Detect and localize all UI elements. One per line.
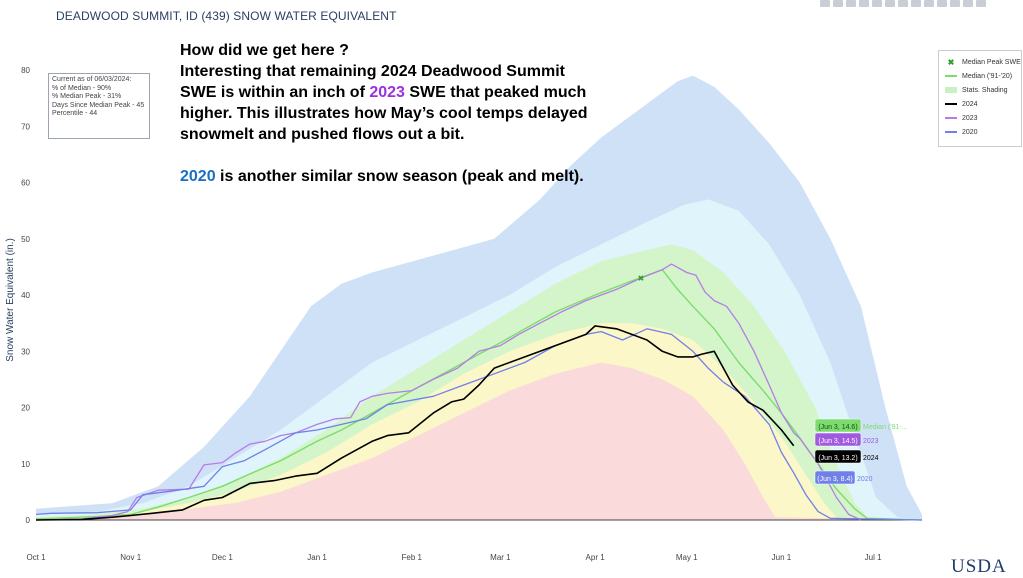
end-label-value: (Jun 3, 14.5) bbox=[818, 438, 857, 445]
year-2020-highlight: 2020 bbox=[180, 168, 216, 185]
median-peak-marker-layer: ✖ bbox=[638, 274, 645, 283]
axes: 0 10 20 30 40 50 60 70 80 Oct 1 Nov 1 Dec 1 Jan 1 Feb… bbox=[21, 66, 922, 562]
line-swatch-icon bbox=[945, 131, 957, 133]
series-line-2020 bbox=[35, 328, 923, 521]
box-select-icon[interactable] bbox=[859, 0, 869, 7]
annotation-fragment: SWE that peaked much bbox=[404, 84, 587, 101]
x-tick-label: Nov 1 bbox=[120, 553, 141, 562]
chart-toolbar bbox=[820, 0, 1020, 9]
x-tick-label: Jun 1 bbox=[772, 553, 792, 562]
line-swatch-icon bbox=[945, 117, 957, 119]
legend-label: Median ('91-'20) bbox=[962, 72, 1013, 80]
end-labels: (Jun 3, 14.6) Median ('91-... (Jun 3, 14.5… bbox=[814, 418, 908, 485]
annotation-fragment: is another similar snow season (peak and… bbox=[215, 168, 584, 185]
zoom-in-icon[interactable] bbox=[885, 0, 895, 7]
y-tick-label: 80 bbox=[21, 66, 30, 75]
x-tick-label: May 1 bbox=[676, 553, 698, 562]
legend-label: 2024 bbox=[962, 100, 978, 108]
end-label-box bbox=[814, 470, 856, 485]
annotation-text: How did we get here ? Interesting that r… bbox=[180, 40, 700, 187]
annotation-spacer bbox=[180, 145, 700, 166]
camera-icon[interactable] bbox=[820, 0, 830, 7]
legend-item-2020[interactable]: 2020 bbox=[945, 127, 978, 137]
reset-axes-icon[interactable] bbox=[924, 0, 934, 7]
end-label-box bbox=[814, 432, 862, 447]
legend-item-median-peak[interactable]: ✖ Median Peak SWE bbox=[945, 57, 1021, 67]
spike-lines-icon[interactable] bbox=[937, 0, 947, 7]
legend-label: Median Peak SWE bbox=[962, 58, 1021, 66]
annotation-line: Interesting that remaining 2024 Deadwood… bbox=[180, 63, 565, 80]
current-stats-box: Current as of 06/03/2024: % of Median - … bbox=[48, 73, 150, 139]
end-label-value: (Jun 3, 14.6) bbox=[818, 424, 857, 431]
x-tick-label: Jan 1 bbox=[307, 553, 327, 562]
series-lines bbox=[35, 263, 923, 521]
y-tick-label: 30 bbox=[21, 347, 30, 356]
line-swatch-icon bbox=[945, 75, 957, 77]
zoom-out-icon[interactable] bbox=[898, 0, 908, 7]
y-tick-label: 10 bbox=[21, 460, 30, 469]
x-tick-label: Feb 1 bbox=[402, 553, 423, 562]
annotation-line: 2020 is another similar snow season (pea… bbox=[180, 166, 700, 187]
series-line-2023 bbox=[35, 263, 862, 521]
percentile-bands bbox=[36, 75, 922, 520]
legend: ✖ Median Peak SWE Median ('91-'20) Stats… bbox=[938, 50, 1022, 147]
y-tick-label: 60 bbox=[21, 179, 30, 188]
legend-label: 2020 bbox=[962, 128, 978, 136]
chart-title: DEADWOOD SUMMIT, ID (439) SNOW WATER EQU… bbox=[56, 9, 397, 23]
autoscale-icon[interactable] bbox=[911, 0, 921, 7]
end-label-value: (Jun 3, 8.4) bbox=[817, 476, 852, 483]
y-tick-label: 40 bbox=[21, 291, 30, 300]
stats-line: Percentile - 44 bbox=[52, 110, 98, 118]
stats-line: Days Since Median Peak - 45 bbox=[52, 101, 145, 109]
end-label-box bbox=[814, 418, 862, 433]
lasso-icon[interactable] bbox=[872, 0, 882, 7]
end-label-series: 2024 bbox=[863, 455, 879, 462]
legend-item-2024[interactable]: 2024 bbox=[945, 99, 978, 109]
legend-label: 2023 bbox=[962, 114, 978, 122]
y-tick-label: 20 bbox=[21, 404, 30, 413]
stats-line: Current as of 06/03/2024: bbox=[52, 76, 132, 83]
y-tick-label: 70 bbox=[21, 122, 30, 131]
median-peak-marker-icon: ✖ bbox=[947, 57, 955, 67]
series-line-2024 bbox=[35, 325, 795, 521]
legend-label: Stats. Shading bbox=[962, 86, 1008, 94]
x-tick-label: Dec 1 bbox=[212, 553, 233, 562]
line-swatch-icon bbox=[945, 103, 957, 105]
plotly-logo-icon[interactable] bbox=[976, 0, 986, 7]
end-label-series: Median ('91-... bbox=[863, 424, 908, 431]
zoom-icon[interactable] bbox=[833, 0, 843, 7]
annotation-line: SWE is within an inch of 2023 SWE that p… bbox=[180, 82, 700, 103]
series-line-median-91-20- bbox=[35, 269, 923, 521]
x-tick-label: Jul 1 bbox=[865, 553, 882, 562]
y-axis-label: Snow Water Equivalent (in.) bbox=[5, 238, 16, 362]
pan-icon[interactable] bbox=[846, 0, 856, 7]
y-tick-label: 50 bbox=[21, 235, 30, 244]
end-label-box bbox=[814, 449, 862, 464]
x-tick-label: Mar 1 bbox=[490, 553, 511, 562]
stats-line: % Median Peak - 31% bbox=[52, 93, 122, 101]
usda-logo: USDA bbox=[951, 556, 1007, 577]
annotation-line: How did we get here ? bbox=[180, 42, 349, 59]
end-label-series: 2020 bbox=[857, 476, 873, 483]
band-swatch-icon bbox=[945, 87, 957, 93]
median-peak-marker: ✖ bbox=[638, 274, 645, 283]
hover-closest-icon[interactable] bbox=[950, 0, 960, 7]
y-tick-label: 0 bbox=[26, 516, 31, 525]
x-tick-label: Oct 1 bbox=[26, 553, 46, 562]
year-2023-highlight: 2023 bbox=[369, 84, 405, 101]
legend-item-stats-shading[interactable]: Stats. Shading bbox=[945, 85, 1008, 95]
hover-compare-icon[interactable] bbox=[963, 0, 973, 7]
stats-line: % of Median - 90% bbox=[52, 84, 112, 92]
x-tick-label: Apr 1 bbox=[586, 553, 606, 562]
annotation-line: higher. This illustrates how May’s cool … bbox=[180, 105, 588, 122]
end-label-value: (Jun 3, 13.2) bbox=[818, 455, 857, 462]
annotation-fragment: SWE is within an inch of bbox=[180, 84, 370, 101]
band-10th bbox=[36, 362, 922, 520]
annotation-line: snowmelt and pushed flows out a bit. bbox=[180, 126, 465, 143]
end-label-series: 2023 bbox=[863, 438, 879, 445]
legend-item-median[interactable]: Median ('91-'20) bbox=[945, 71, 1012, 81]
legend-item-2023[interactable]: 2023 bbox=[945, 113, 978, 123]
